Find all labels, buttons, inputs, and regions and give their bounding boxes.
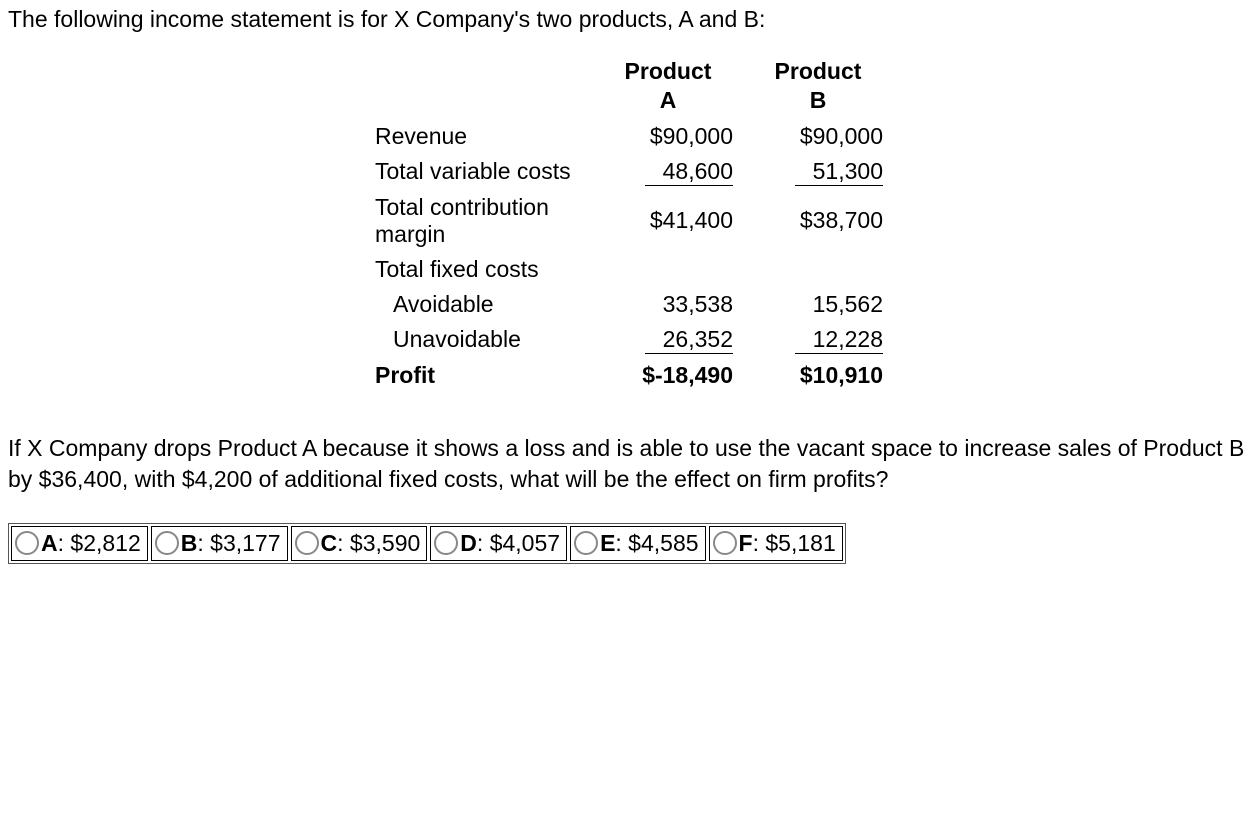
label-avoidable: Avoidable [365, 287, 593, 322]
label-fixed-costs: Total fixed costs [365, 252, 593, 287]
avoidable-b: 15,562 [743, 287, 893, 322]
radio-icon [15, 531, 39, 555]
intro-text: The following income statement is for X … [8, 4, 1250, 35]
row-variable-costs: Total variable costs 48,600 51,300 [365, 154, 893, 190]
option-b[interactable]: B: $3,177 [151, 526, 288, 561]
option-a-value: : $2,812 [58, 530, 141, 556]
option-a-letter: A [41, 530, 58, 556]
option-e-letter: E [600, 530, 615, 556]
option-e[interactable]: E: $4,585 [570, 526, 705, 561]
option-c-letter: C [321, 530, 338, 556]
label-unavoidable: Unavoidable [365, 322, 593, 358]
label-variable-costs: Total variable costs [365, 154, 593, 190]
profit-a: $-18,490 [593, 358, 743, 393]
row-unavoidable: Unavoidable 26,352 12,228 [365, 322, 893, 358]
option-b-letter: B [181, 530, 198, 556]
question-text: If X Company drops Product A because it … [8, 433, 1250, 495]
option-d-value: : $4,057 [477, 530, 560, 556]
header-blank [365, 53, 593, 119]
row-avoidable: Avoidable 33,538 15,562 [365, 287, 893, 322]
fixed-b-blank [743, 252, 893, 287]
radio-icon [434, 531, 458, 555]
revenue-b: $90,000 [743, 119, 893, 154]
row-contribution-margin: Total contribution margin $41,400 $38,70… [365, 190, 893, 252]
radio-icon [295, 531, 319, 555]
radio-icon [713, 531, 737, 555]
fixed-a-blank [593, 252, 743, 287]
label-profit: Profit [365, 358, 593, 393]
varcosts-b: 51,300 [743, 154, 893, 190]
option-d-letter: D [460, 530, 477, 556]
header-product-a: ProductA [593, 53, 743, 119]
contrib-b: $38,700 [743, 190, 893, 252]
option-c[interactable]: C: $3,590 [291, 526, 428, 561]
option-b-value: : $3,177 [197, 530, 280, 556]
option-e-value: : $4,585 [615, 530, 698, 556]
radio-icon [574, 531, 598, 555]
varcosts-a: 48,600 [593, 154, 743, 190]
income-statement-table: ProductA ProductB Revenue $90,000 $90,00… [365, 53, 893, 393]
row-profit: Profit $-18,490 $10,910 [365, 358, 893, 393]
radio-icon [155, 531, 179, 555]
label-revenue: Revenue [365, 119, 593, 154]
row-revenue: Revenue $90,000 $90,000 [365, 119, 893, 154]
row-fixed-costs-label: Total fixed costs [365, 252, 893, 287]
avoidable-a: 33,538 [593, 287, 743, 322]
label-contribution: Total contribution margin [365, 190, 593, 252]
unavoidable-b: 12,228 [743, 322, 893, 358]
option-f[interactable]: F: $5,181 [709, 526, 843, 561]
option-c-value: : $3,590 [337, 530, 420, 556]
header-product-b: ProductB [743, 53, 893, 119]
revenue-a: $90,000 [593, 119, 743, 154]
option-d[interactable]: D: $4,057 [430, 526, 567, 561]
answer-options-container: A: $2,812 B: $3,177 C: $3,590 D: $4,057 … [8, 523, 846, 564]
contrib-a: $41,400 [593, 190, 743, 252]
option-f-letter: F [739, 530, 753, 556]
option-a[interactable]: A: $2,812 [11, 526, 148, 561]
option-f-value: : $5,181 [753, 530, 836, 556]
unavoidable-a: 26,352 [593, 322, 743, 358]
profit-b: $10,910 [743, 358, 893, 393]
